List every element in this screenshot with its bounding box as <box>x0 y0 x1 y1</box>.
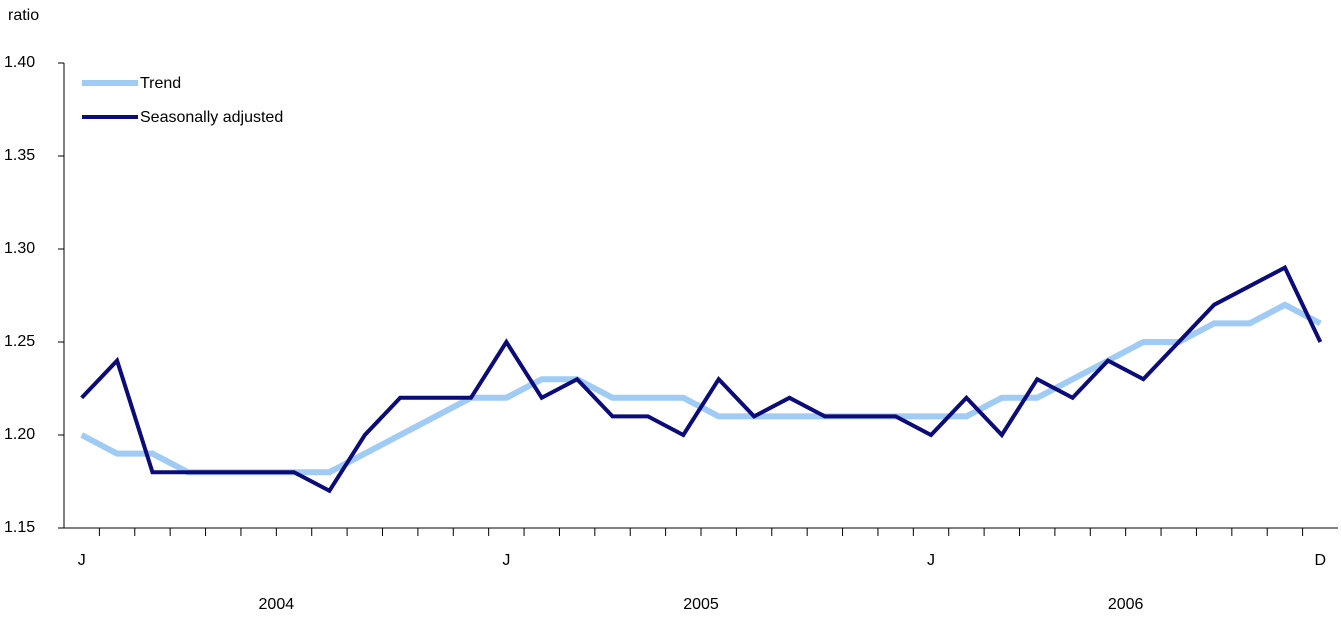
line-series <box>80 301 1322 476</box>
y-tick-label: 1.15 <box>4 519 35 536</box>
y-tick-label: 1.30 <box>4 240 35 257</box>
x-tick-label: J <box>927 552 935 569</box>
y-tick-label: 1.35 <box>4 147 35 164</box>
y-tick-label: 1.20 <box>4 426 35 443</box>
y-axis-label: ratio <box>8 7 39 24</box>
y-tick-label: 1.25 <box>4 333 35 350</box>
group-label: 2004 <box>259 596 295 613</box>
x-tick-label: J <box>502 552 510 569</box>
legend-label: Trend <box>140 75 181 92</box>
legend-label: Seasonally adjusted <box>140 109 283 126</box>
group-label: 2005 <box>683 596 719 613</box>
x-tick-label: D <box>1315 552 1327 569</box>
x-tick-label: J <box>78 552 86 569</box>
group-label: 2006 <box>1108 596 1144 613</box>
y-tick-label: 1.40 <box>4 54 35 71</box>
line-series <box>80 264 1323 494</box>
